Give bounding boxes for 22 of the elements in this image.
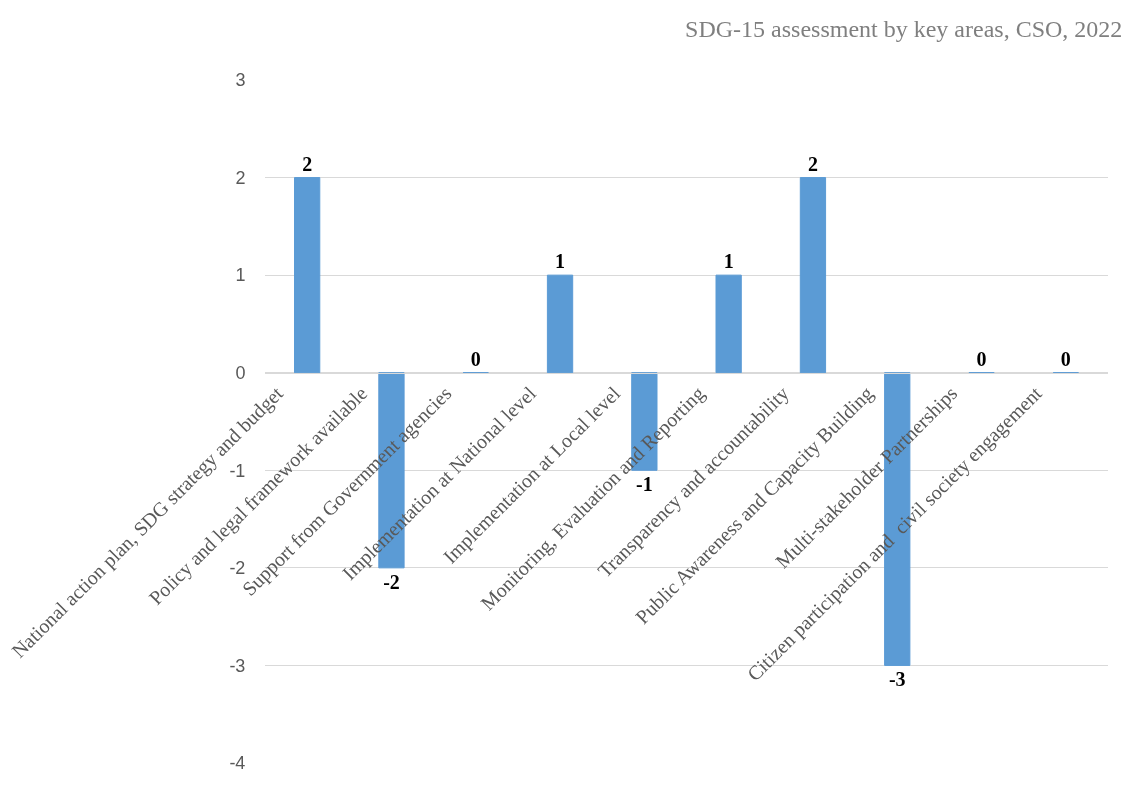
bar (715, 274, 742, 374)
data-label: 2 (302, 152, 313, 175)
bar (799, 177, 827, 374)
y-tick-label: 1 (235, 265, 246, 286)
data-label: -3 (888, 668, 906, 691)
data-label: 0 (1060, 347, 1071, 370)
y-tick-label: 2 (235, 167, 246, 188)
y-tick-label: -4 (229, 753, 246, 774)
bar (546, 274, 574, 374)
data-label: 0 (976, 347, 987, 370)
data-label: 2 (807, 152, 818, 175)
y-tick-label: -1 (229, 460, 246, 481)
y-tick-label: -2 (229, 558, 246, 579)
data-label: 0 (470, 347, 481, 370)
y-tick-label: 0 (235, 363, 246, 384)
y-tick-label: 3 (235, 70, 246, 91)
y-tick-label: -3 (229, 655, 246, 676)
data-label: -1 (636, 473, 653, 496)
chart-title: SDG-15 assessment by key areas, CSO, 2022 (685, 15, 1123, 42)
bar (294, 177, 321, 374)
data-label: 1 (555, 250, 566, 273)
data-label: 1 (723, 250, 734, 273)
